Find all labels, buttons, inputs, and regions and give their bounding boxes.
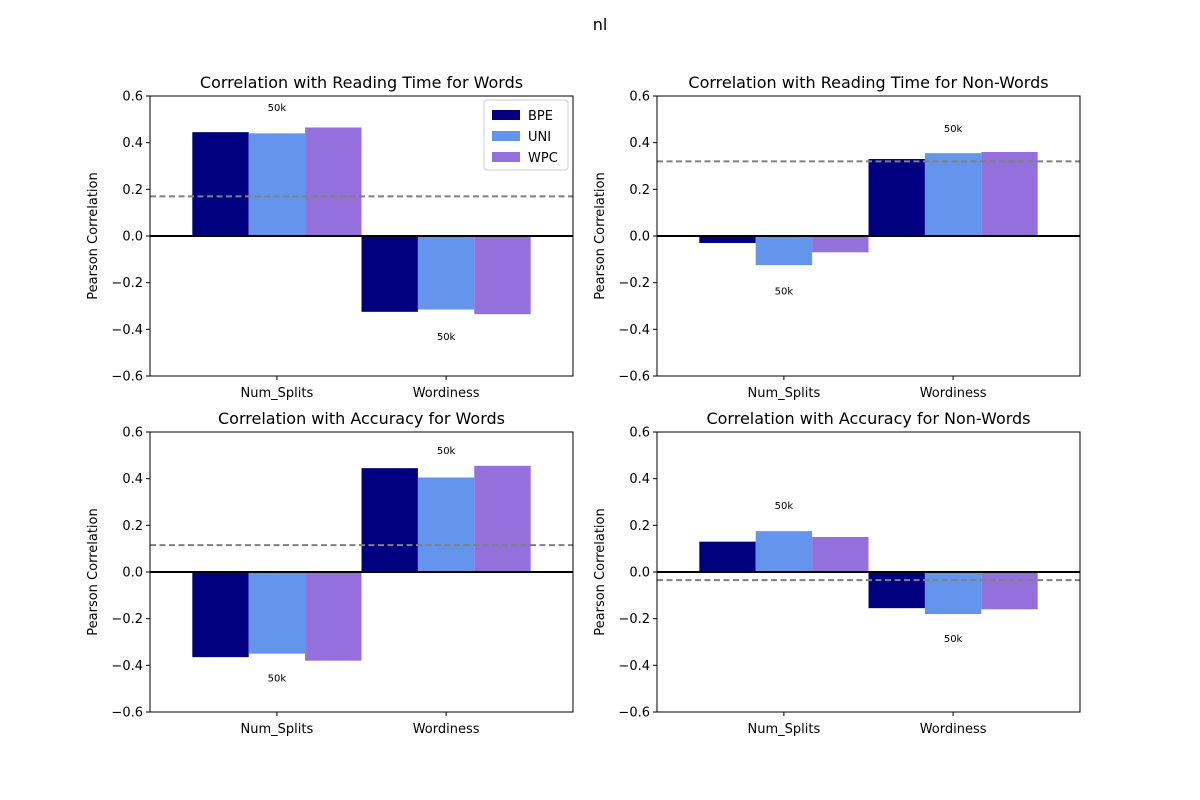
y-axis-label: Pearson Correlation: [593, 508, 608, 635]
y-tick-label: −0.2: [111, 276, 143, 291]
bar-bpe-num_splits: [699, 541, 756, 572]
bar-uni-num_splits: [248, 572, 306, 654]
x-tick-label: Num_Splits: [241, 386, 314, 401]
legend-swatch-wpc: [492, 152, 520, 162]
y-tick-label: 0.6: [629, 426, 650, 441]
x-tick-label: Num_Splits: [748, 386, 821, 401]
bar-uni-wordiness: [924, 153, 982, 236]
y-tick-label: 0.6: [122, 90, 143, 105]
subplot-title: Correlation with Reading Time for Words: [200, 73, 523, 92]
bar-bpe-wordiness: [868, 159, 925, 236]
bar-uni-wordiness: [417, 477, 475, 572]
bar-annotation-label: 50k: [437, 446, 456, 457]
bar-wpc-num_splits: [305, 572, 362, 661]
bar-annotation-label: 50k: [944, 634, 963, 645]
x-tick-label: Wordiness: [920, 386, 987, 401]
bar-wpc-wordiness: [981, 572, 1038, 610]
legend-swatch-uni: [492, 131, 520, 141]
y-tick-label: 0.2: [629, 519, 650, 534]
bar-wpc-num_splits: [812, 236, 869, 253]
y-tick-label: 0.4: [122, 136, 143, 151]
y-tick-label: 0.6: [629, 90, 650, 105]
subplot-1: −0.6 −0.4 −0.2 0.0 0.2 0.4 0.6 Num_Splits Wordin…: [86, 73, 574, 401]
bar-annotation-label: 50k: [437, 332, 456, 343]
y-axis-label: Pearson Correlation: [86, 508, 101, 635]
y-tick-label: 0.2: [122, 183, 143, 198]
y-tick-label: 0.0: [122, 230, 143, 245]
y-axis-label: Pearson Correlation: [593, 172, 608, 299]
bar-annotation-label: 50k: [268, 674, 287, 685]
y-tick-label: −0.6: [618, 370, 650, 385]
bar-annotation-label: 50k: [775, 286, 794, 297]
subplot-3: −0.6 −0.4 −0.2 0.0 0.2 0.4 0.6 Num_Splits Wordin…: [86, 409, 574, 737]
bar-wpc-wordiness: [474, 465, 531, 572]
legend-label-uni: UNI: [528, 130, 551, 145]
y-tick-label: −0.4: [111, 323, 143, 338]
y-tick-label: 0.6: [122, 426, 143, 441]
legend: BPE UNI WPC: [483, 99, 569, 171]
y-tick-label: −0.4: [618, 323, 650, 338]
y-tick-label: 0.2: [629, 183, 650, 198]
bar-uni-num_splits: [248, 133, 306, 236]
bar-uni-wordiness: [417, 236, 475, 310]
bar-bpe-num_splits: [699, 236, 756, 243]
bar-bpe-wordiness: [868, 572, 925, 609]
bar-annotation-label: 50k: [775, 501, 794, 512]
subplot-title: Correlation with Accuracy for Words: [218, 409, 505, 428]
bar-wpc-wordiness: [474, 236, 531, 315]
y-tick-label: −0.6: [111, 370, 143, 385]
y-axis-label: Pearson Correlation: [86, 172, 101, 299]
x-tick-label: Num_Splits: [241, 722, 314, 737]
y-tick-label: −0.2: [618, 612, 650, 627]
x-tick-label: Wordiness: [413, 722, 480, 737]
y-tick-label: 0.0: [122, 566, 143, 581]
bar-annotation-label: 50k: [944, 124, 963, 135]
y-tick-label: 0.0: [629, 230, 650, 245]
legend-label-wpc: WPC: [528, 151, 558, 166]
bar-uni-num_splits: [755, 236, 813, 266]
bar-uni-num_splits: [755, 531, 813, 572]
bar-bpe-num_splits: [192, 572, 249, 658]
x-tick-label: Num_Splits: [748, 722, 821, 737]
subplot-title: Correlation with Reading Time for Non-Wo…: [688, 73, 1048, 92]
y-tick-label: 0.0: [629, 566, 650, 581]
bar-uni-wordiness: [924, 572, 982, 614]
y-tick-label: 0.4: [629, 472, 650, 487]
legend-swatch-bpe: [492, 110, 520, 120]
bar-wpc-wordiness: [981, 152, 1038, 236]
figure-suptitle: nl: [593, 15, 608, 34]
y-tick-label: 0.4: [629, 136, 650, 151]
x-tick-label: Wordiness: [920, 722, 987, 737]
y-tick-label: −0.6: [618, 706, 650, 721]
subplot-2: −0.6 −0.4 −0.2 0.0 0.2 0.4 0.6 Num_Splits Wordin…: [593, 73, 1081, 401]
y-tick-label: 0.4: [122, 472, 143, 487]
y-tick-label: −0.6: [111, 706, 143, 721]
subplot-title: Correlation with Accuracy for Non-Words: [706, 409, 1030, 428]
bar-bpe-wordiness: [361, 468, 418, 572]
y-tick-label: −0.2: [111, 612, 143, 627]
y-tick-label: −0.4: [111, 659, 143, 674]
x-tick-label: Wordiness: [413, 386, 480, 401]
bar-bpe-num_splits: [192, 132, 249, 236]
bar-annotation-label: 50k: [268, 103, 287, 114]
bar-wpc-num_splits: [305, 127, 362, 236]
bar-bpe-wordiness: [361, 236, 418, 312]
subplot-4: −0.6 −0.4 −0.2 0.0 0.2 0.4 0.6 Num_Splits Wordin…: [593, 409, 1081, 737]
bar-wpc-num_splits: [812, 537, 869, 572]
legend-label-bpe: BPE: [528, 109, 553, 124]
y-tick-label: −0.2: [618, 276, 650, 291]
y-tick-label: 0.2: [122, 519, 143, 534]
y-tick-label: −0.4: [618, 659, 650, 674]
